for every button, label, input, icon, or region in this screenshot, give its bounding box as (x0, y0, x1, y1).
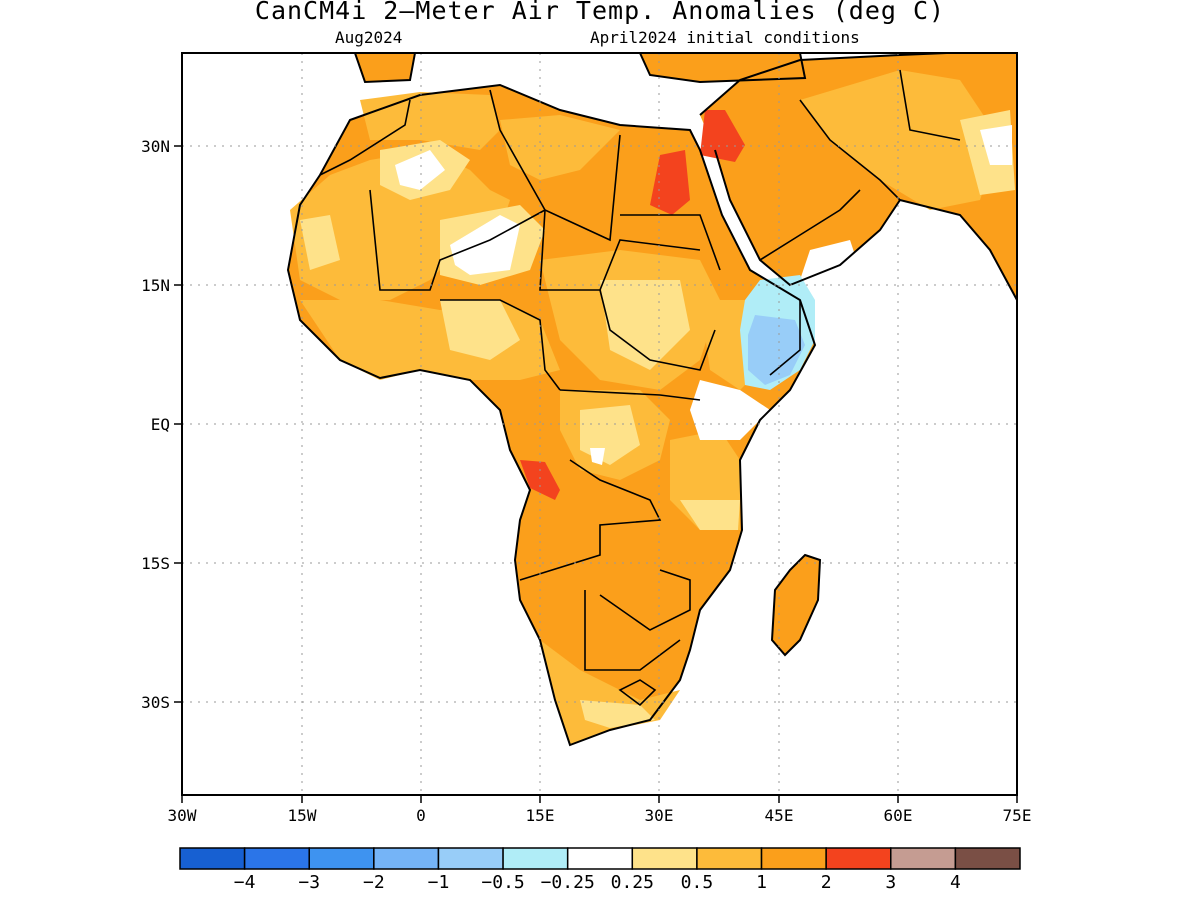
lat-label-15s: 15S (141, 554, 170, 573)
lat-label-30n: 30N (141, 137, 170, 156)
lat-label-15n: 15N (141, 276, 170, 295)
lon-label-15e: 15E (526, 806, 555, 825)
colorbar-swatch (825, 847, 892, 870)
colorbar-label: −1 (428, 872, 450, 893)
map-title: CanCM4i 2–Meter Air Temp. Anomalies (deg… (254, 0, 946, 25)
colorbar-swatch (179, 847, 246, 870)
colorbar-swatch (373, 847, 440, 870)
lon-label-15w: 15W (288, 806, 317, 825)
lon-label-60e: 60E (884, 806, 913, 825)
colorbar-swatch (696, 847, 763, 870)
lat-label-30s: 30S (141, 693, 170, 712)
initial-conditions-label: April2024 initial conditions (590, 28, 860, 47)
colorbar-swatch (954, 847, 1021, 870)
colorbar-label: 0.25 (611, 872, 654, 893)
colorbar-label: 0.5 (681, 872, 714, 893)
colorbar-label: 2 (821, 872, 832, 893)
madagascar (772, 555, 820, 655)
colorbar-swatch (437, 847, 504, 870)
colorbar-swatch (308, 847, 375, 870)
colorbar-label: −0.5 (481, 872, 524, 893)
colorbar-label: −3 (298, 872, 320, 893)
tick-marks (174, 145, 1018, 803)
colorbar-swatch (243, 847, 310, 870)
colorbar-label: −0.25 (541, 872, 595, 893)
country-borders (319, 69, 961, 707)
lat-label-eq: EQ (151, 415, 170, 434)
colorbar-label: 1 (756, 872, 767, 893)
lon-label-75e: 75E (1003, 806, 1032, 825)
lon-label-0: 0 (416, 806, 426, 825)
lon-label-30w: 30W (168, 806, 197, 825)
colorbar-label: −2 (363, 872, 385, 893)
colorbar-swatch (502, 847, 569, 870)
coastlines (286, 53, 1017, 747)
colorbar-swatch (890, 847, 957, 870)
colorbar-label: 3 (885, 872, 896, 893)
lon-label-45e: 45E (765, 806, 794, 825)
lon-label-30e: 30E (645, 806, 674, 825)
colorbar-swatch (566, 847, 634, 870)
anomaly-field (288, 53, 1017, 745)
valid-month-label: Aug2024 (335, 28, 403, 47)
colorbar-label: −4 (234, 872, 256, 893)
colorbar-swatch (760, 847, 827, 870)
colorbar: −4 −3 −2 −1 −0.5 −0.25 0.25 0.5 1 2 3 4 (179, 847, 1021, 893)
gridlines (182, 53, 1017, 795)
colorbar-label: 4 (950, 872, 961, 893)
colorbar-swatch (631, 847, 698, 870)
